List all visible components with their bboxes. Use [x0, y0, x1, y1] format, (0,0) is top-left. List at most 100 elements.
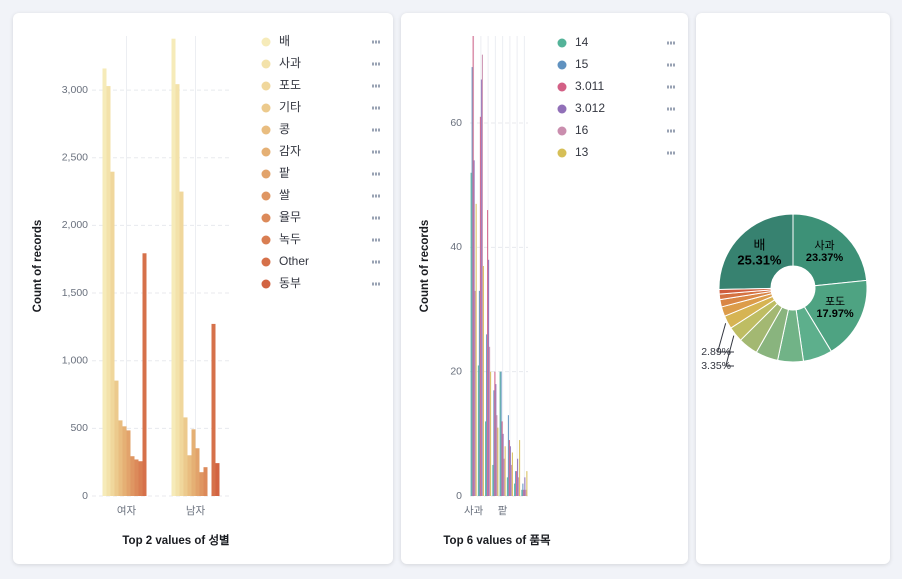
bar	[102, 68, 107, 497]
bar	[122, 426, 127, 496]
slice-name: 배	[753, 238, 765, 253]
bar	[519, 440, 521, 496]
menu-dot	[673, 107, 675, 111]
y-axis-title: Count of records	[32, 220, 44, 313]
bar	[142, 253, 147, 496]
menu-dot	[372, 106, 374, 110]
y-tick-label: 0	[82, 490, 88, 502]
bar	[187, 455, 192, 496]
bar	[510, 464, 512, 496]
bar	[475, 203, 477, 497]
menu-dot	[670, 151, 672, 155]
legend-swatch	[557, 104, 567, 114]
bar	[472, 36, 474, 496]
bar	[516, 471, 518, 496]
legend-swatch	[261, 213, 271, 223]
menu-dot	[372, 282, 374, 286]
bar	[495, 384, 497, 496]
menu-dot	[372, 238, 374, 242]
legend-swatch	[261, 125, 271, 135]
bar	[503, 458, 505, 496]
legend-label: 콩	[279, 122, 290, 136]
bar	[493, 390, 495, 496]
bar	[479, 116, 481, 496]
bar	[502, 433, 504, 496]
menu-dot	[378, 84, 380, 88]
menu-dot	[375, 238, 377, 242]
legend-label: 16	[575, 123, 589, 137]
menu-dot	[375, 194, 377, 198]
slice-value: 17.97%	[816, 308, 854, 320]
y-tick-label: 3,000	[62, 84, 88, 96]
bar	[494, 371, 496, 496]
chart: 0 500 1,000 1,500 2,000 2,500 3,000 여자 남자 배사과포도기타…	[32, 34, 380, 547]
legend-swatch	[557, 60, 567, 70]
menu-dot	[673, 151, 675, 155]
y-tick-label: 1,500	[62, 287, 88, 299]
menu-dot	[372, 216, 374, 220]
legend-swatch	[557, 38, 567, 48]
menu-dot	[667, 129, 669, 133]
menu-dot	[378, 238, 380, 242]
pie-slice	[718, 213, 794, 290]
x-tick-label: 사과	[464, 505, 484, 517]
bar	[482, 266, 484, 496]
bar	[114, 380, 119, 496]
bar	[507, 415, 509, 496]
legend-label: 감자	[279, 144, 301, 158]
bar	[492, 464, 494, 496]
legend-swatch	[261, 169, 271, 179]
leader-line	[716, 323, 734, 353]
bar	[485, 421, 487, 496]
legend-label: 14	[575, 35, 589, 49]
legend-swatch	[557, 126, 567, 136]
bar	[191, 429, 196, 496]
bar	[183, 417, 188, 496]
bar	[517, 458, 519, 496]
slice-value: 3.35%	[701, 360, 731, 372]
bar	[471, 67, 473, 496]
bar	[524, 477, 526, 496]
menu-dot	[667, 63, 669, 67]
chart-title: Top 6 values of 품목	[443, 533, 551, 547]
menu-dot	[375, 260, 377, 264]
bar	[171, 38, 176, 497]
bar	[506, 477, 508, 496]
panel: 0 500 1,000 1,500 2,000 2,500 3,000 여자 남자 배 사과 포도 기타…	[13, 13, 393, 564]
chart-title: Top 2 values of 성별	[122, 533, 229, 547]
menu-dot	[670, 63, 672, 67]
menu-dot	[378, 62, 380, 66]
menu-dot	[375, 40, 377, 44]
bar	[490, 371, 492, 496]
menu-dot	[670, 107, 672, 111]
panel: 0 20 40 60 사과 팥 14 15 3.011 3.012 16 13 Count of rec…	[401, 13, 688, 564]
menu-dot	[673, 63, 675, 67]
menu-dot	[378, 260, 380, 264]
legend-swatch	[261, 37, 271, 47]
bar	[203, 467, 208, 496]
y-tick-label: 2,000	[62, 219, 88, 231]
legend-label: 기타	[279, 100, 301, 114]
menu-dot	[378, 216, 380, 220]
bar	[195, 448, 200, 496]
bar	[518, 477, 520, 496]
y-tick-label: 500	[70, 422, 88, 434]
menu-dot	[375, 84, 377, 88]
bar	[478, 290, 480, 496]
legend-swatch	[261, 191, 271, 201]
menu-dot	[375, 106, 377, 110]
bar	[526, 471, 528, 496]
legend-swatch	[261, 147, 271, 157]
menu-dot	[673, 41, 675, 45]
x-tick-label: 여자	[117, 505, 137, 517]
bar	[487, 210, 489, 496]
legend-swatch	[261, 81, 271, 91]
menu-dot	[673, 85, 675, 89]
y-tick-label: 2,500	[62, 152, 88, 164]
y-tick-label: 20	[450, 365, 462, 377]
legend-label: 녹두	[279, 232, 301, 246]
x-tick-label: 남자	[186, 505, 206, 517]
bar	[474, 290, 476, 496]
